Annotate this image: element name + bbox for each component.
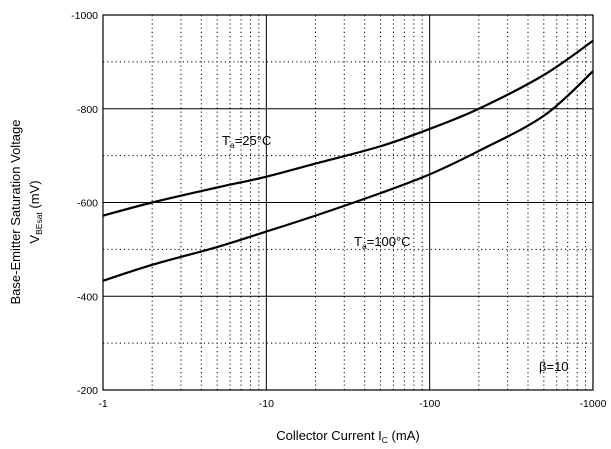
plot-frame <box>102 14 594 391</box>
series-layer <box>102 39 594 282</box>
series-line-25c <box>102 39 594 217</box>
y-axis-label-line2: VBEsat (mV) <box>27 180 44 243</box>
y-tick-label: -600 <box>77 198 98 210</box>
y-tick-labels: -200 -400 -600 -800 -1000 <box>71 10 98 397</box>
x-tick-label: -10 <box>259 398 274 410</box>
y-tick-label: -200 <box>77 385 98 397</box>
x-axis-label: Collector Current IC (mA) <box>276 428 419 445</box>
y-tick-label: -800 <box>77 104 98 116</box>
beta-annotation: β=10 <box>539 359 569 374</box>
x-tick-label: -100 <box>419 398 440 410</box>
series-label-25c: Ta=25°C <box>222 133 271 150</box>
series-label-100c: Ta=100°C <box>354 234 411 251</box>
y-tick-label: -400 <box>77 291 98 303</box>
y-tick-label: -1000 <box>71 10 98 22</box>
series-line-100c <box>102 70 594 282</box>
y-axis-label-line1: Base-Emitter Saturation Voltage <box>8 120 23 305</box>
x-tick-label: -1000 <box>580 398 607 410</box>
x-tick-labels: -1 -10 -100 -1000 <box>98 398 606 410</box>
x-tick-label: -1 <box>98 398 107 410</box>
major-gridlines <box>103 15 593 390</box>
minor-gridlines <box>103 15 593 390</box>
